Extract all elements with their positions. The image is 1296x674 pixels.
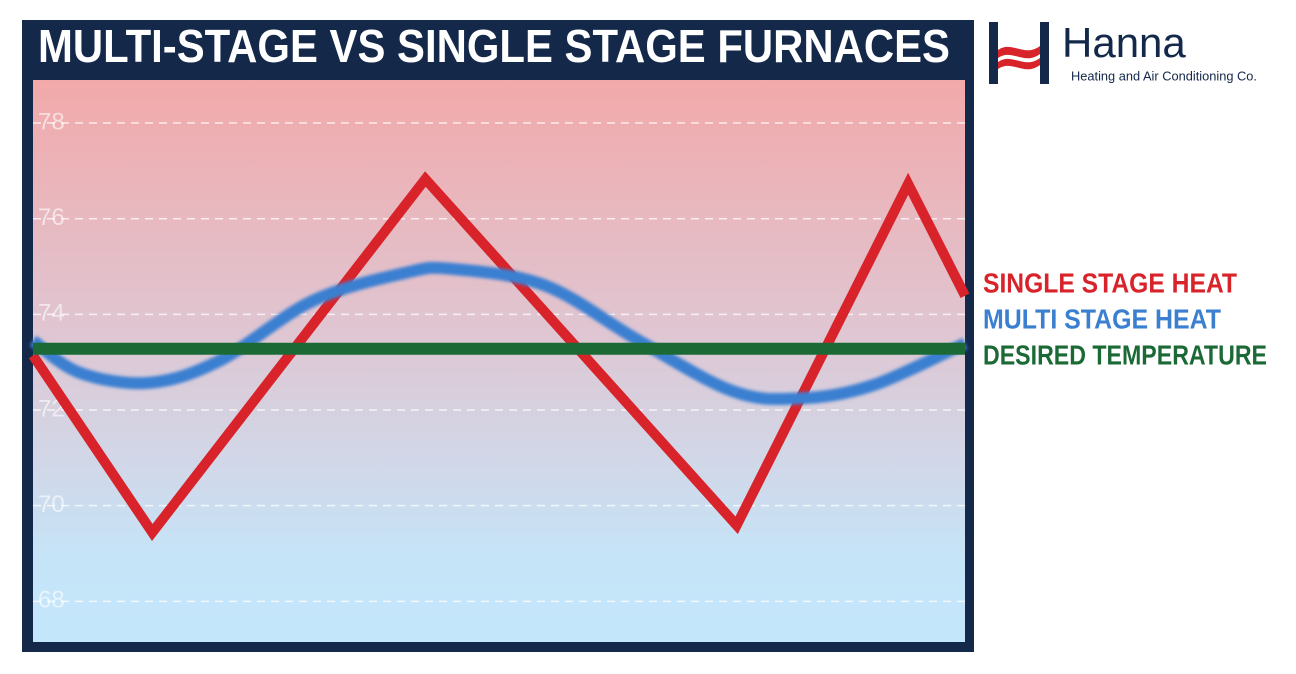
chart-title: MULTI-STAGE VS SINGLE STAGE FURNACES <box>38 20 950 72</box>
y-tick-label: 68 <box>38 587 65 614</box>
y-tick-label: 74 <box>38 300 65 327</box>
series-line <box>29 261 968 406</box>
logo: Hanna Heating and Air Conditioning Co. <box>989 19 1257 84</box>
logo-name: Hanna <box>1062 19 1186 66</box>
legend-entry: SINGLE STAGE HEAT <box>983 267 1237 298</box>
logo-wave <box>998 46 1040 59</box>
legend: SINGLE STAGE HEAT MULTI STAGE HEAT DESIRED… <box>983 267 1267 370</box>
y-tick-label: 70 <box>38 491 65 518</box>
logo-tagline: Heating and Air Conditioning Co. <box>1071 68 1257 83</box>
logo-mark <box>989 22 998 84</box>
legend-entry: MULTI STAGE HEAT <box>983 303 1221 334</box>
legend-entry: DESIRED TEMPERATURE <box>983 339 1267 370</box>
plot-area <box>33 80 965 642</box>
y-tick-label: 76 <box>38 204 65 231</box>
y-tick-label: 78 <box>38 108 65 135</box>
logo-mark <box>1040 22 1049 84</box>
logo-wave <box>998 58 1040 70</box>
